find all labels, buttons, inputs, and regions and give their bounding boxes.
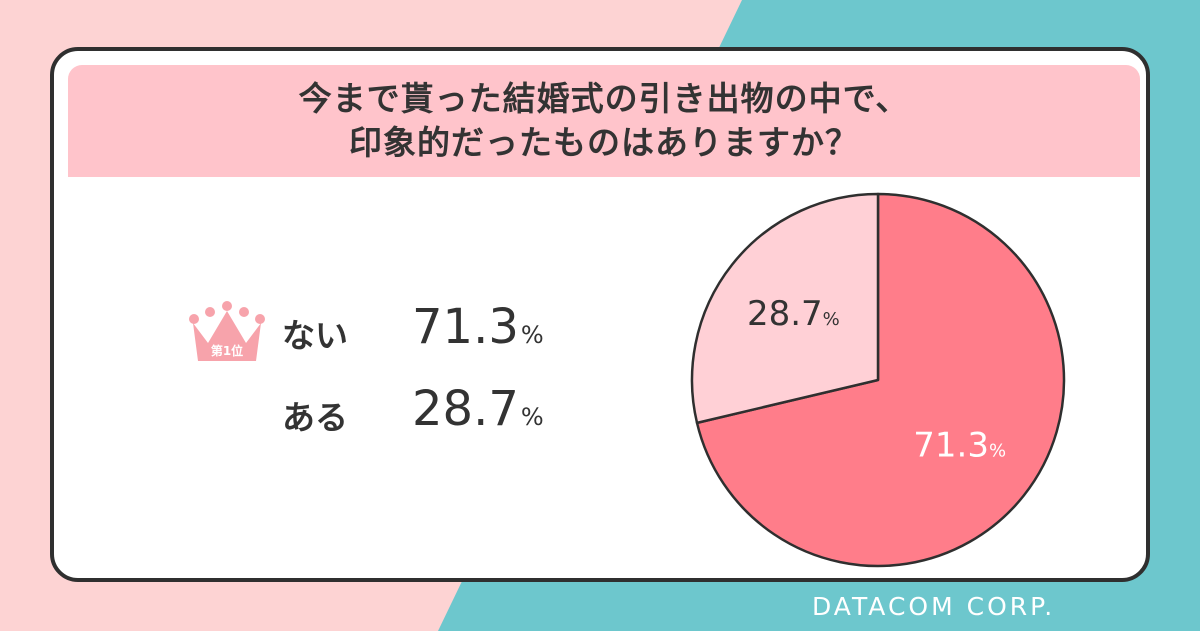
pie-slice: [690, 192, 880, 425]
rank-badge-text: 第1位: [211, 343, 243, 358]
legend-value-number: 71.3: [412, 299, 519, 355]
legend-value-number: 28.7: [412, 381, 519, 437]
crown-icon: 第1位: [189, 301, 265, 361]
legend-item: 第1位 ない 71.3%: [188, 299, 588, 363]
title-band: 今まで貰った結婚式の引き出物の中で、 印象的だったものはありますか？: [68, 65, 1140, 177]
legend-value-unit: %: [520, 321, 544, 349]
brand-logo-text: DATACOM CORP.: [812, 592, 1056, 621]
title-line-2: 印象的だったものはありますか？: [349, 123, 859, 162]
pie-slice: [695, 192, 1066, 568]
title-line-1: 今まで貰った結婚式の引き出物の中で、: [298, 79, 910, 118]
legend-value: 28.7%: [412, 381, 544, 437]
legend-value: 71.3%: [412, 299, 544, 355]
legend-label: ある: [282, 398, 348, 437]
legend-label: ない: [282, 316, 348, 355]
chart-card: 今まで貰った結婚式の引き出物の中で、 印象的だったものはありますか？ 第1位 な…: [50, 47, 1150, 582]
legend-value-unit: %: [520, 403, 544, 431]
pie-data-label: 71.3%: [913, 426, 1006, 466]
pie-chart: 71.3% 28.7%: [690, 192, 1066, 568]
pie-data-label: 28.7%: [747, 294, 840, 334]
legend-item: ある 28.7%: [188, 381, 588, 445]
